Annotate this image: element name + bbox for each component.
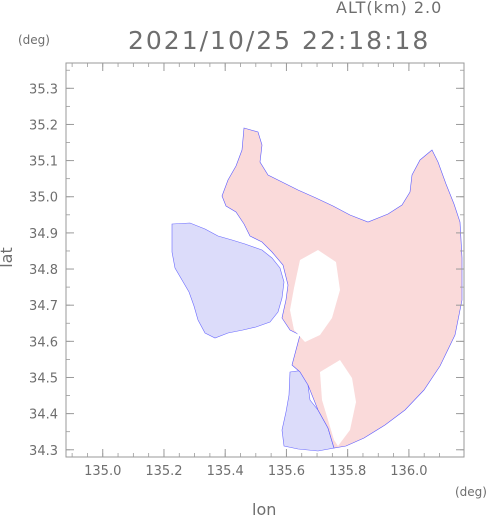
y-tick-label: 34.9 <box>29 227 58 242</box>
no-data-gap-center <box>290 250 340 342</box>
y-tick-label: 34.6 <box>29 335 58 350</box>
altitude-label: ALT(km) 2.0 <box>336 0 443 17</box>
x-tick-label: 135.2 <box>145 464 182 479</box>
x-tick-label: 136.0 <box>390 464 427 479</box>
y-tick-label: 35.1 <box>29 155 58 170</box>
y-tick-label: 34.8 <box>29 263 58 278</box>
axis-ticks: 135.0 135.2 135.4 135.6 135.8 136.0 34.3 34.4 34… <box>29 63 464 479</box>
y-tick-label: 35.2 <box>29 118 58 133</box>
no-data-gap-south <box>320 360 356 446</box>
x-tick-label: 135.4 <box>207 464 244 479</box>
lat-unit-label: (deg) <box>18 33 50 47</box>
x-tick-label: 135.8 <box>329 464 366 479</box>
plot-frame <box>65 62 465 458</box>
timestamp-title: 2021/10/25 22:18:18 <box>128 26 431 55</box>
y-tick-label: 34.5 <box>29 371 58 386</box>
y-tick-label: 34.7 <box>29 299 58 314</box>
x-tick-label: 135.6 <box>268 464 305 479</box>
y-tick-label: 34.4 <box>29 408 58 423</box>
receding-region-north <box>221 127 463 449</box>
y-tick-label: 35.3 <box>29 82 58 97</box>
approaching-region-south <box>281 369 335 452</box>
y-tick-label: 35.0 <box>29 191 58 206</box>
approaching-region-west <box>171 222 285 339</box>
x-tick-label: 135.0 <box>84 464 121 479</box>
y-tick-label: 34.3 <box>29 444 58 459</box>
lon-unit-label: (deg) <box>455 485 487 499</box>
x-axis-label: lon <box>252 500 277 519</box>
velocity-field <box>171 127 463 452</box>
